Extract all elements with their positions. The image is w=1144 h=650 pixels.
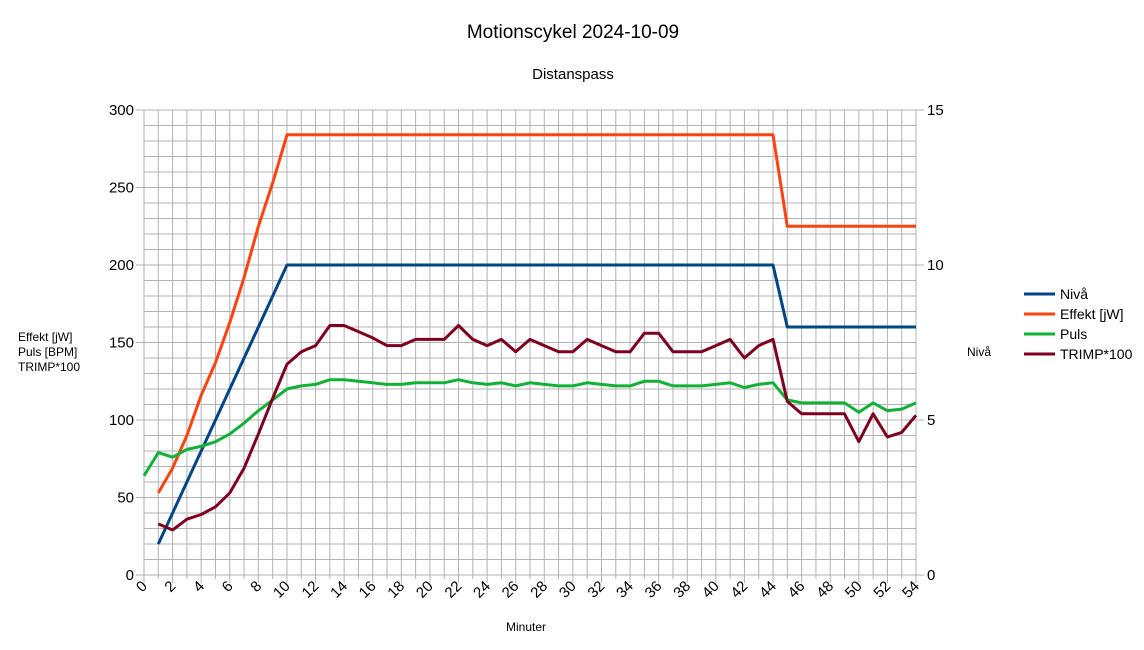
legend: Nivå Effekt [jW] Puls TRIMP*100 — [1024, 286, 1133, 362]
left-axis-ticks: 0 50 100 150 200 250 300 — [109, 102, 144, 584]
x-axis-tick-label: 22 — [442, 578, 466, 602]
x-axis-tick-label: 32 — [584, 578, 608, 602]
x-axis-tick-label: 2 — [162, 578, 180, 596]
x-axis-title: Minuter — [506, 620, 546, 634]
x-axis-tick-label: 42 — [727, 578, 751, 602]
y-left-axis-title-line-2: Puls [BPM] — [18, 345, 77, 359]
legend-label-trimp-100: TRIMP*100 — [1060, 346, 1133, 362]
x-axis-tick-label: 24 — [470, 578, 494, 602]
right-axis-tick-label: 15 — [927, 102, 944, 119]
right-axis-tick-label: 10 — [927, 257, 944, 274]
grid — [144, 110, 916, 575]
series-line-effekt-jw — [157, 133, 916, 494]
x-axis-tick-label: 10 — [270, 578, 294, 602]
x-axis-tick-label: 20 — [413, 578, 437, 602]
chart-title: Motionscykel 2024-10-09 — [467, 22, 679, 43]
x-axis-tick-label: 16 — [356, 578, 380, 602]
chart-subtitle: Distanspass — [532, 66, 614, 83]
x-axis-tick-label: 8 — [247, 578, 265, 596]
y-right-axis-title: Nivå — [967, 345, 991, 359]
x-axis-tick-label: 34 — [613, 578, 637, 602]
x-axis-tick-label: 36 — [642, 578, 666, 602]
series-lines — [142, 133, 918, 545]
x-axis-tick-label: 30 — [556, 578, 580, 602]
right-axis-tick-label: 0 — [927, 567, 935, 584]
x-axis-tick-label: 50 — [842, 578, 866, 602]
x-axis-tick-label: 6 — [219, 578, 237, 596]
left-axis-tick-label: 250 — [109, 180, 134, 197]
legend-label-effekt-jw: Effekt [jW] — [1060, 306, 1124, 322]
series-line-trimp-100 — [157, 324, 918, 532]
x-axis-tick-label: 14 — [327, 578, 351, 602]
legend-label-niv: Nivå — [1060, 286, 1088, 302]
left-axis-tick-label: 300 — [109, 102, 134, 119]
x-axis-tick-label: 54 — [899, 578, 923, 602]
left-axis-tick-label: 0 — [126, 567, 134, 584]
x-axis-tick-label: 28 — [527, 578, 551, 602]
x-axis-tick-label: 26 — [499, 578, 523, 602]
y-left-axis-title-line-1: Effekt [jW] — [18, 330, 72, 344]
right-axis-ticks: 0 5 10 15 — [916, 102, 944, 584]
x-axis-tick-label: 38 — [670, 578, 694, 602]
x-axis-tick-label: 0 — [133, 578, 151, 596]
left-axis-tick-label: 200 — [109, 257, 134, 274]
legend-label-puls: Puls — [1060, 326, 1087, 342]
left-axis-tick-label: 50 — [117, 490, 134, 507]
left-axis-tick-label: 100 — [109, 412, 134, 429]
right-axis-tick-label: 5 — [927, 412, 935, 429]
left-axis-tick-label: 150 — [109, 335, 134, 352]
x-axis-ticks: 0 2 4 6 8 10 12 14 16 18 20 22 24 26 28 30 32 34 36 38 40 42 4… — [133, 575, 923, 602]
x-axis-tick-label: 4 — [190, 578, 208, 596]
x-axis-tick-label: 44 — [756, 578, 780, 602]
x-axis-tick-label: 18 — [384, 578, 408, 602]
series-line-niv — [156, 263, 916, 545]
x-axis-tick-label: 46 — [785, 578, 809, 602]
x-axis-tick-label: 48 — [813, 578, 837, 602]
x-axis-tick-label: 12 — [299, 578, 323, 602]
x-axis-tick-label: 40 — [699, 578, 723, 602]
y-left-axis-title-line-3: TRIMP*100 — [18, 360, 80, 374]
x-axis-tick-label: 52 — [870, 578, 894, 602]
